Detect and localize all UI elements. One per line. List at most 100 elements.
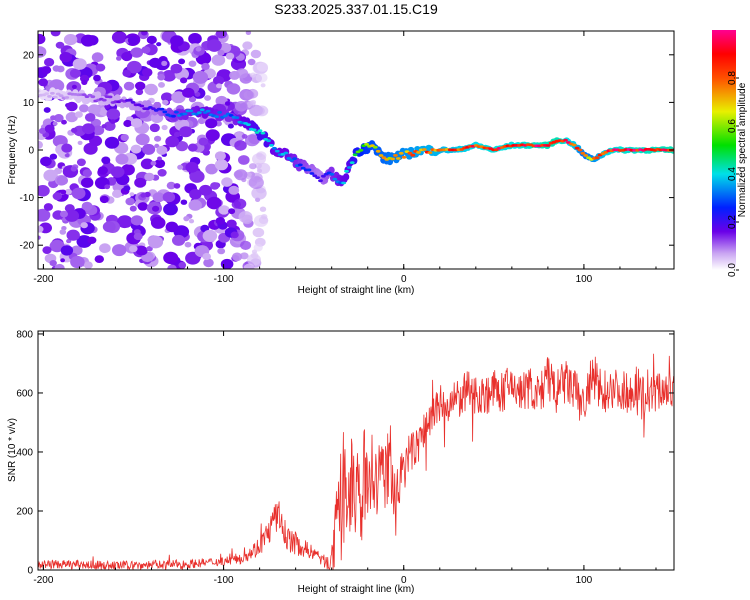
noise-blob (38, 140, 43, 149)
noise-blob (163, 251, 179, 265)
spectrogram-x-tick-label: 100 (576, 274, 593, 285)
ridge-core-blob (321, 174, 326, 178)
noise-blob (226, 219, 237, 229)
noise-blob (224, 101, 231, 106)
noise-blob (54, 263, 65, 269)
noise-blob (228, 185, 240, 195)
noise-blob (225, 52, 235, 60)
noise-blob (247, 253, 261, 266)
noise-blob (49, 260, 57, 267)
ridge-core-blob (577, 148, 583, 152)
ridge-core-blob (300, 166, 306, 170)
noise-blob (238, 155, 250, 165)
noise-blob (71, 84, 77, 89)
ridge-core-blob (312, 174, 318, 178)
noise-blob (55, 41, 65, 49)
noise-blob (140, 158, 154, 170)
noise-blob (184, 241, 192, 248)
noise-blob (188, 219, 195, 224)
noise-blob (161, 124, 168, 131)
colorbar-label: Normalized spectral amplitude (737, 82, 748, 217)
noise-blob (173, 183, 181, 189)
noise-blob (123, 81, 135, 91)
noise-blob (157, 169, 167, 177)
noise-blob (244, 134, 260, 147)
noise-blob (204, 95, 212, 101)
ridge-core-blob (395, 157, 401, 160)
noise-blob (38, 185, 50, 197)
noise-blob (44, 57, 55, 67)
ridge-core-blob (349, 161, 355, 165)
noise-blob (52, 65, 61, 72)
noise-blob (229, 70, 240, 80)
noise-blob (161, 92, 173, 102)
noise-blob (152, 205, 160, 212)
noise-blob (79, 104, 89, 113)
snr-x-tick-label: 100 (576, 575, 593, 586)
noise-blob (243, 90, 255, 100)
ridge-core-blob (182, 112, 188, 116)
noise-blob (49, 153, 58, 160)
noise-blob (234, 169, 248, 181)
noise-blob (260, 83, 266, 88)
noise-blob (140, 192, 146, 198)
ridge-core-blob (563, 138, 568, 142)
noise-blob (144, 83, 158, 96)
noise-blob (141, 31, 148, 36)
ridge-core-blob (381, 156, 387, 160)
ridge-core-blob (390, 157, 395, 161)
ridge-core-blob (205, 109, 211, 113)
ridge-core-blob (315, 176, 320, 180)
noise-blob (206, 39, 222, 52)
noise-blob (41, 66, 52, 75)
noise-blob (218, 205, 230, 215)
noise-blob (129, 192, 135, 197)
noise-blob (83, 261, 93, 269)
noise-blob (50, 115, 57, 121)
noise-blob (158, 82, 165, 88)
colorbar-ticks: 0.0 0.2 0.4 0.6 0.8 (727, 71, 739, 277)
noise-blob (252, 153, 266, 165)
ridge-core-blob (127, 98, 133, 102)
noise-blob (180, 77, 188, 84)
noise-blob (76, 158, 86, 167)
noise-blob (217, 247, 226, 255)
noise-blob (52, 121, 58, 126)
noise-blob (110, 166, 125, 178)
noise-blob (154, 135, 162, 142)
ridge-core-blob (583, 154, 589, 157)
noise-blob (71, 127, 78, 133)
noise-blob (60, 210, 68, 218)
ridge-core-blob (269, 144, 274, 147)
ridge-core-blob (286, 157, 292, 160)
noise-blob (123, 185, 131, 192)
ridge-core-blob (234, 116, 240, 119)
ridge-core-blob (150, 107, 156, 110)
noise-blob (72, 58, 87, 70)
ridge-core-blob (410, 153, 416, 157)
noise-blob (230, 231, 239, 239)
noise-blob (201, 62, 210, 71)
ridge-core-blob (545, 144, 551, 147)
noise-blob (185, 161, 199, 173)
noise-blob (101, 156, 111, 165)
noise-blob (202, 229, 218, 242)
snr-x-tick-label: -200 (33, 575, 53, 586)
noise-blob (141, 68, 153, 77)
colorbar-tick-label: 0.8 (727, 71, 738, 85)
noise-blob (110, 119, 116, 124)
noise-blob (142, 143, 156, 155)
ridge-core-blob (174, 110, 179, 114)
ridge-core-blob (364, 142, 369, 146)
noise-blob (256, 168, 263, 173)
noise-blob (216, 83, 222, 89)
noise-blob (64, 209, 80, 222)
noise-blob (117, 215, 133, 229)
ridge-core-blob (260, 131, 266, 135)
ridge-core-blob (139, 104, 145, 108)
noise-blob (249, 163, 257, 170)
spectrogram-x-tick-label: -100 (214, 274, 234, 285)
snr-panel: -200 -100 0 100 0 200 400 600 800 Height of stra… (7, 329, 675, 595)
